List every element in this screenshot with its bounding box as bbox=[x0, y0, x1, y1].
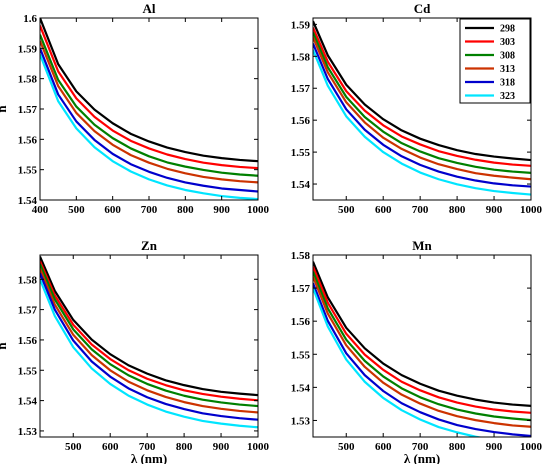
y-tick-label: 1.55 bbox=[291, 349, 311, 361]
y-tick-label: 1.58 bbox=[18, 274, 38, 286]
x-tick-label: 700 bbox=[141, 204, 158, 216]
x-tick-label: 800 bbox=[449, 204, 466, 216]
series-line-313 bbox=[313, 276, 531, 428]
series-line-318 bbox=[40, 47, 258, 193]
x-axis-label: λ (nm) bbox=[404, 451, 440, 464]
panel-zn: 500 600 700 800 900 1000 1.53 1.54 1.55 1.56 1.57 1… bbox=[0, 238, 270, 464]
series-line-303 bbox=[313, 266, 531, 414]
x-tick-label: 900 bbox=[213, 204, 230, 216]
x-tick-label: 1000 bbox=[247, 204, 270, 216]
series-line-318 bbox=[40, 272, 258, 421]
series-line-303 bbox=[40, 25, 258, 170]
x-tick-label: 800 bbox=[177, 204, 194, 216]
series-line-313 bbox=[40, 40, 258, 184]
series-line-313 bbox=[313, 36, 531, 181]
y-axis-label: n bbox=[0, 342, 9, 350]
x-tick-label: 600 bbox=[104, 204, 121, 216]
y-tick-label: 1.56 bbox=[291, 316, 311, 328]
panel-al: 400 500 600 700 800 900 1000 1.54 1.55 1.56 1.57 1.… bbox=[0, 1, 270, 216]
series-line-298 bbox=[40, 18, 258, 163]
y-tick-label: 1.57 bbox=[291, 283, 311, 295]
plot-frame bbox=[312, 17, 532, 201]
y-tick-label: 1.56 bbox=[291, 115, 311, 127]
x-tick-label: 500 bbox=[338, 441, 355, 453]
x-tick-label: 900 bbox=[486, 441, 503, 453]
legend-label-308: 308 bbox=[500, 51, 515, 62]
x-tick-label: 600 bbox=[375, 204, 392, 216]
series-line-308 bbox=[313, 271, 531, 422]
panel-title: Zn bbox=[141, 238, 158, 253]
y-tick-label: 1.56 bbox=[18, 335, 38, 347]
y-tick-label: 1.56 bbox=[18, 134, 38, 146]
legend: 298 303 308 313 318 323 bbox=[459, 18, 531, 104]
x-tick-label: 600 bbox=[102, 441, 119, 453]
y-tick-label: 1.54 bbox=[291, 179, 311, 191]
legend-label-303: 303 bbox=[500, 37, 515, 48]
series-line-308 bbox=[40, 34, 258, 177]
series-line-298 bbox=[313, 20, 531, 162]
y-tick-label: 1.53 bbox=[18, 426, 38, 438]
x-tick-label: 1000 bbox=[520, 204, 543, 216]
y-tick-label: 1.54 bbox=[291, 382, 311, 394]
x-tick-label: 400 bbox=[32, 204, 49, 216]
y-axis-label: n bbox=[0, 105, 9, 113]
y-tick-label: 1.55 bbox=[291, 147, 311, 159]
x-tick-label: 500 bbox=[65, 441, 82, 453]
x-tick-label: 500 bbox=[338, 204, 355, 216]
y-tick-label: 1.55 bbox=[18, 365, 38, 377]
x-tick-label: 500 bbox=[68, 204, 85, 216]
series-line-323 bbox=[313, 49, 531, 196]
legend-label-318: 318 bbox=[500, 78, 515, 89]
y-tick-label: 1.59 bbox=[291, 19, 311, 31]
x-tick-label: 900 bbox=[213, 441, 230, 453]
panel-title: Cd bbox=[414, 1, 431, 16]
series-line-308 bbox=[313, 31, 531, 174]
y-tick-label: 1.6 bbox=[23, 13, 37, 25]
y-tick-label: 1.53 bbox=[291, 415, 311, 427]
series-line-298 bbox=[40, 256, 258, 397]
x-tick-label: 700 bbox=[412, 204, 429, 216]
series-line-323 bbox=[313, 287, 484, 437]
x-tick-label: 800 bbox=[449, 441, 466, 453]
x-tick-label: 1000 bbox=[247, 441, 270, 453]
y-tick-label: 1.58 bbox=[291, 51, 311, 63]
legend-label-323: 323 bbox=[500, 91, 515, 102]
x-tick-label: 800 bbox=[176, 441, 193, 453]
legend-box bbox=[459, 18, 531, 104]
series-line-308 bbox=[40, 263, 258, 408]
legend-label-313: 313 bbox=[500, 64, 515, 75]
y-tick-label: 1.54 bbox=[18, 396, 38, 408]
series-line-303 bbox=[40, 260, 258, 402]
panel-mn: 500 600 700 800 900 1000 1.53 1.54 1.55 1.56 1.57 1… bbox=[291, 238, 543, 464]
y-tick-label: 1.54 bbox=[18, 195, 38, 207]
x-tick-label: 700 bbox=[412, 441, 429, 453]
x-axis-label: λ (nm) bbox=[131, 451, 167, 464]
legend-label-298: 298 bbox=[500, 24, 515, 35]
series-line-313 bbox=[40, 268, 258, 414]
series-line-298 bbox=[313, 261, 531, 407]
y-tick-label: 1.55 bbox=[18, 165, 38, 177]
series-line-323 bbox=[40, 278, 258, 429]
y-tick-label: 1.59 bbox=[18, 43, 38, 55]
panel-title: Mn bbox=[412, 238, 432, 253]
y-tick-label: 1.57 bbox=[291, 83, 311, 95]
panel-title: Al bbox=[143, 1, 156, 16]
series-line-323 bbox=[40, 54, 258, 200]
series-line-318 bbox=[313, 282, 531, 437]
x-tick-label: 700 bbox=[139, 441, 156, 453]
x-tick-label: 1000 bbox=[520, 441, 543, 453]
y-tick-label: 1.58 bbox=[18, 74, 38, 86]
plot-frame bbox=[39, 254, 259, 438]
plot-frame bbox=[312, 254, 532, 438]
panel-cd: 500 600 700 800 900 1000 1.54 1.55 1.56 1.57 1.58 1… bbox=[291, 1, 543, 216]
y-tick-label: 1.57 bbox=[18, 104, 38, 116]
y-tick-label: 1.57 bbox=[18, 305, 38, 317]
series-line-318 bbox=[313, 43, 531, 188]
series-line-303 bbox=[313, 27, 531, 167]
y-tick-label: 1.58 bbox=[291, 250, 311, 262]
x-tick-label: 600 bbox=[375, 441, 392, 453]
x-tick-label: 900 bbox=[486, 204, 503, 216]
